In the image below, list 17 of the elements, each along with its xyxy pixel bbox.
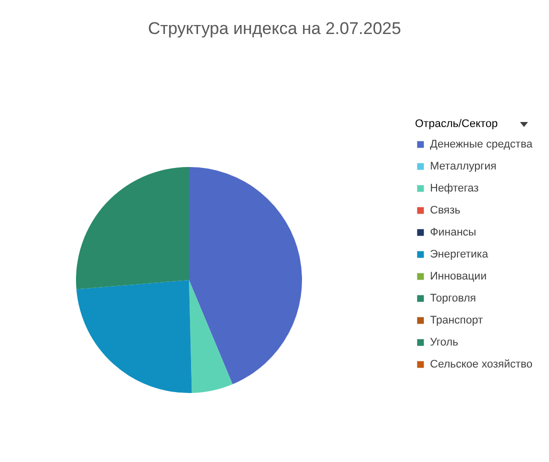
legend-label: Денежные средства: [430, 138, 534, 150]
legend-label: Нефтегаз: [430, 182, 479, 194]
legend-label: Энергетика: [430, 248, 489, 260]
legend-label: Финансы: [430, 226, 476, 238]
pie-slice: [76, 167, 189, 290]
pie-slice: [76, 280, 192, 393]
legend-label: Транспорт: [430, 314, 483, 326]
legend-label: Уголь: [430, 336, 459, 348]
legend-label: Металлургия: [430, 160, 497, 172]
legend-label: Связь: [430, 204, 461, 216]
pie-slice: [189, 280, 233, 393]
legend-label: Инновации: [430, 270, 487, 282]
pie-slice: [189, 167, 302, 384]
legend-label: Сельское хозяйство: [430, 358, 532, 370]
chart-title: Структура индекса на 2.07.2025: [148, 19, 402, 38]
legend-title: Отрасль/Сектор: [415, 118, 498, 130]
legend-label: Торговля: [430, 292, 476, 304]
